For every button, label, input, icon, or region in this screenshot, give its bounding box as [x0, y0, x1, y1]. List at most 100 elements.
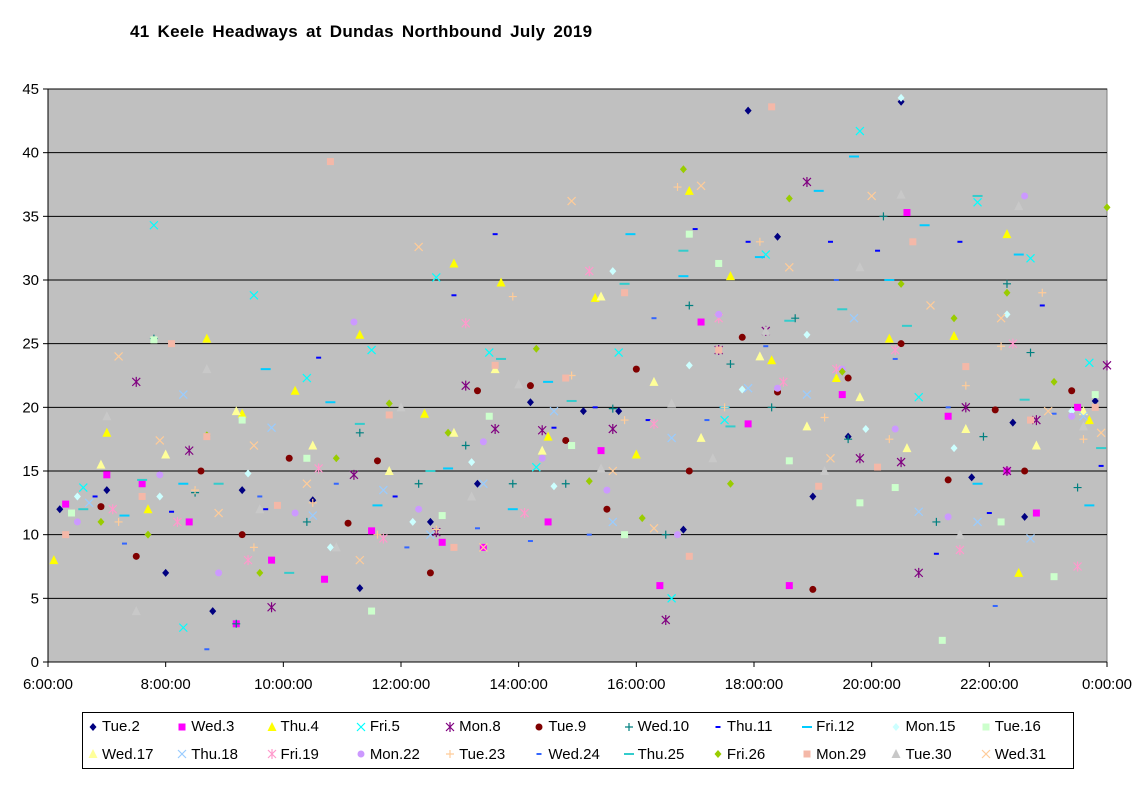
data-point: [484, 348, 494, 358]
data-point: [667, 433, 677, 443]
legend-label: Tue.16: [994, 718, 1041, 736]
series-wed-24: [121, 279, 1057, 651]
legend-label: Mon.15: [905, 718, 956, 736]
data-point: [550, 482, 558, 491]
data-point: [685, 301, 694, 310]
data-point: [255, 504, 265, 514]
data-point: [1091, 396, 1099, 405]
legend-item: Fri.12: [801, 714, 890, 740]
x-tick-label: 16:00:00: [607, 676, 665, 693]
data-point: [238, 531, 246, 539]
data-point: [114, 517, 123, 526]
data-point: [932, 517, 941, 526]
data-point: [62, 500, 70, 508]
x-marker-icon: [981, 749, 991, 759]
data-point: [373, 530, 382, 539]
data-point: [1084, 358, 1094, 368]
data-point: [156, 492, 164, 501]
data-point: [1003, 288, 1011, 297]
data-point: [432, 525, 441, 534]
data-point: [1021, 467, 1029, 475]
legend-item: Mon.8: [444, 714, 533, 740]
data-point: [1096, 428, 1106, 438]
data-point: [614, 348, 624, 358]
data-point: [291, 509, 299, 517]
data-point: [1073, 561, 1083, 572]
data-point: [891, 425, 899, 433]
data-point: [326, 543, 334, 552]
data-point: [438, 512, 446, 520]
legend-item: Wed.10: [623, 714, 712, 740]
y-tick-label: 30: [22, 272, 39, 289]
data-point: [490, 423, 500, 434]
data-point: [1031, 440, 1041, 450]
data-point: [520, 508, 529, 519]
data-point: [856, 499, 864, 507]
data-point: [303, 454, 311, 462]
series-tue-16: [68, 230, 1099, 644]
data-point: [632, 365, 640, 373]
data-point: [679, 525, 687, 534]
data-point: [961, 381, 970, 390]
data-point: [891, 484, 899, 492]
data-point: [1079, 411, 1088, 421]
data-point: [608, 517, 618, 527]
series-wed-10: [149, 212, 1082, 628]
data-point: [78, 483, 88, 492]
data-point: [344, 519, 352, 527]
legend-item: Mon.22: [355, 741, 444, 767]
data-point: [173, 516, 182, 527]
data-point: [538, 454, 546, 462]
data-point: [667, 398, 677, 408]
legend-label: Fri.5: [369, 718, 400, 736]
data-point: [568, 442, 576, 450]
data-point: [938, 636, 946, 644]
data-point: [156, 471, 164, 479]
x-marker-icon: [356, 722, 366, 732]
data-point: [237, 408, 247, 418]
data-point: [667, 593, 677, 603]
data-point: [914, 567, 924, 578]
series-wed-17: [96, 291, 1088, 475]
data-point: [531, 462, 541, 472]
data-point: [478, 479, 488, 489]
legend-item: Wed.31: [980, 741, 1069, 767]
y-tick-label: 5: [31, 590, 39, 607]
series-fri-12: [119, 155, 1095, 517]
series-fri-19: [108, 266, 1083, 572]
data-point: [367, 345, 377, 355]
data-point: [685, 361, 693, 370]
data-point: [826, 453, 835, 463]
data-point: [914, 507, 924, 517]
data-point: [532, 344, 540, 353]
data-point: [950, 314, 958, 323]
triangle-marker-icon: [267, 721, 277, 731]
data-point: [1038, 288, 1047, 297]
data-point: [874, 463, 882, 471]
x-tick-label: 6:00:00: [23, 676, 73, 693]
data-point: [243, 555, 253, 566]
data-point: [961, 423, 971, 433]
data-point: [178, 623, 188, 633]
y-tick-label: 20: [22, 399, 39, 416]
data-point: [802, 421, 812, 431]
data-point: [784, 262, 794, 272]
legend-label: Fri.19: [280, 745, 319, 763]
series-fri-5: [78, 126, 1094, 633]
longdash-marker-icon: [623, 753, 634, 756]
data-point: [184, 445, 194, 456]
x-tick-label: 22:00:00: [960, 676, 1018, 693]
data-point: [685, 230, 693, 238]
data-point: [944, 412, 952, 420]
data-point: [155, 436, 165, 445]
y-tick-label: 10: [22, 527, 39, 544]
data-point: [896, 457, 906, 468]
data-point: [696, 181, 706, 191]
legend-item: Tue.9: [533, 714, 622, 740]
data-point: [56, 505, 64, 514]
x-tick-label: 12:00:00: [372, 676, 430, 693]
data-point: [774, 384, 782, 392]
y-tick-label: 0: [31, 654, 39, 671]
legend-item: Wed.17: [87, 741, 176, 767]
data-point: [396, 402, 406, 412]
